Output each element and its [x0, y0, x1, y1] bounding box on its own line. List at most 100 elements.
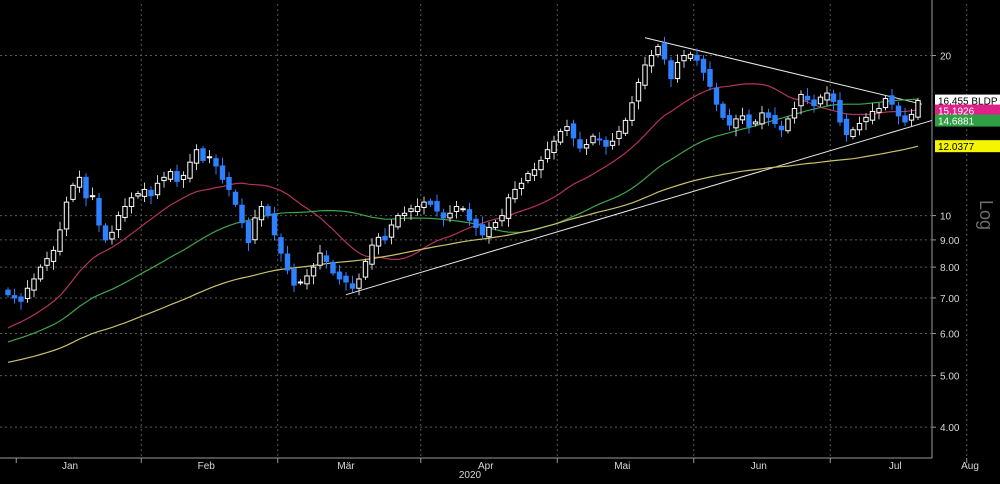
candle-body [369, 244, 375, 265]
candle-body [343, 275, 349, 283]
candle-body [473, 218, 479, 228]
candle-body [687, 53, 694, 59]
sma-line-short [7, 83, 919, 329]
candle-body [434, 201, 440, 212]
candle-body [499, 215, 505, 222]
candle-body [44, 258, 50, 266]
year-label: 2020 [459, 470, 482, 481]
candle-body [362, 260, 369, 278]
candle-body [863, 116, 869, 123]
candle-body [414, 206, 421, 213]
candle-body [83, 176, 89, 199]
x-month-label: Feb [198, 461, 216, 472]
candle-body [707, 69, 713, 87]
candle-body [804, 95, 811, 101]
candle-body [668, 60, 674, 80]
last-price-tag-bg [935, 94, 1000, 107]
candle-body [284, 253, 291, 271]
candle-body [193, 149, 200, 164]
candle-body [356, 278, 362, 289]
candle-body [460, 208, 466, 211]
trendlines [345, 37, 933, 296]
sma-medium-tag-text: 14.6881 [938, 117, 975, 128]
candle-body [11, 295, 18, 299]
candle-body [622, 119, 629, 134]
candle-body [232, 191, 239, 205]
candle-body [531, 169, 538, 176]
candle-body [148, 189, 154, 197]
candle-body [850, 129, 856, 137]
candle-body [388, 224, 395, 238]
candle-body [180, 174, 187, 180]
candle-body [915, 100, 921, 118]
y-tick-label: 6.00 [940, 330, 960, 341]
candle-body [570, 123, 577, 139]
candle-body [817, 96, 824, 105]
candle-body [726, 115, 733, 126]
candle-body [830, 93, 837, 102]
candle-body [57, 229, 63, 252]
candle-body [778, 125, 785, 131]
last-price-tag: 16.455 BLDP US [935, 94, 1000, 108]
candle-body [785, 118, 791, 132]
candle-body [837, 99, 843, 123]
candle-body [661, 43, 668, 60]
candle-body [96, 197, 102, 226]
candle-body [271, 213, 278, 236]
candle-body [31, 278, 37, 291]
candle-body [590, 135, 596, 144]
candle-body [798, 93, 804, 107]
x-month-label: Jul [889, 461, 902, 472]
candle-body [752, 121, 759, 125]
candle-body [330, 261, 336, 274]
candle-body [447, 212, 453, 219]
candle-body [811, 99, 817, 107]
candle-body [310, 266, 317, 277]
sma-medium-tag: 14.6881 [935, 114, 1000, 128]
candle-body [24, 287, 31, 300]
candle-body [304, 275, 310, 285]
candle-body [278, 237, 284, 254]
y-tick-label: 10 [940, 212, 952, 223]
candle-body [492, 222, 499, 228]
candle-body [102, 225, 109, 241]
candle-body [856, 123, 863, 131]
candle-body [245, 221, 252, 243]
candle-body [577, 139, 583, 149]
x-month-label: Apr [478, 461, 494, 472]
x-month-label: Mär [337, 461, 355, 472]
candle-body [882, 98, 889, 109]
moving-averages [7, 83, 919, 363]
candle-body [382, 235, 388, 241]
candle-body [655, 45, 661, 56]
candle-body [759, 112, 765, 125]
candle-body [557, 130, 564, 143]
candle-body [401, 212, 408, 217]
candle-body [629, 102, 635, 121]
candle-body [518, 182, 525, 189]
candle-body [895, 105, 902, 117]
candle-body [869, 110, 876, 121]
candle-body [720, 103, 726, 118]
candle-body [427, 200, 434, 205]
candle-body [167, 171, 174, 180]
candle-body [174, 171, 180, 182]
candle-body [154, 182, 161, 196]
y-tick-label: 4.00 [940, 423, 960, 434]
candlesticks [5, 36, 921, 310]
sma-short-tag-text: 15.1926 [938, 107, 975, 118]
candle-body [583, 144, 590, 149]
candle-body [70, 184, 76, 200]
candle-body [616, 130, 622, 139]
candle-body [128, 197, 135, 208]
sma-long-tag-bg [935, 140, 1000, 153]
sma-medium-tag-bg [935, 114, 1000, 127]
candle-body [525, 172, 531, 182]
sma-long-tag: 12.0377 [935, 140, 1000, 153]
resistance-trendline [644, 37, 923, 105]
log-scale-label: Log [976, 200, 996, 231]
candle-body [739, 115, 746, 121]
candle-body [453, 206, 460, 212]
candle-body [421, 201, 427, 208]
